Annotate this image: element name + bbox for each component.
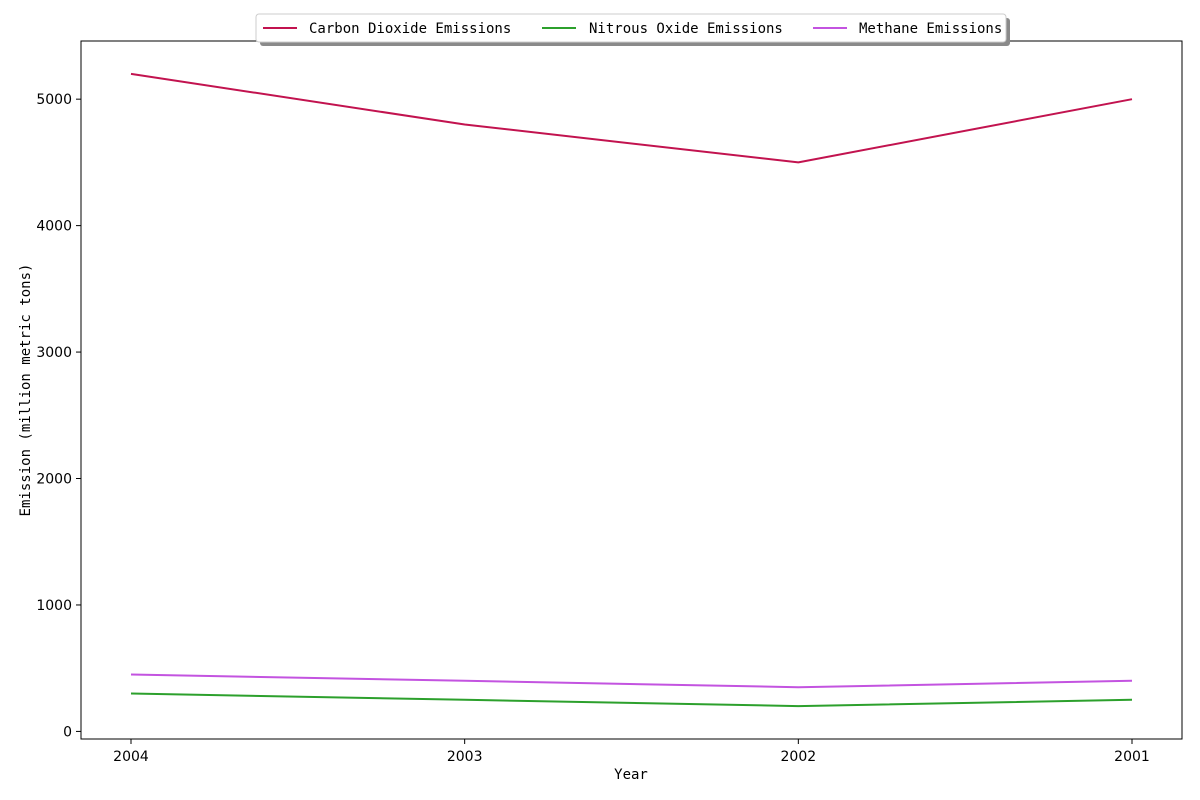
x-tick-label: 2003 <box>447 749 483 765</box>
plot-area-frame <box>80 40 1183 740</box>
y-tick-label: 5000 <box>36 92 72 108</box>
legend: Carbon Dioxide Emissions Nitrous Oxide E… <box>255 13 1010 46</box>
x-tick-label: 2001 <box>1114 749 1150 765</box>
series-line-nitrous-oxide <box>130 692 1133 708</box>
x-tick-label: 2002 <box>781 749 817 765</box>
legend-label-carbon-dioxide: Carbon Dioxide Emissions <box>309 21 511 37</box>
series-line-methane <box>130 673 1133 689</box>
legend-label-methane: Methane Emissions <box>859 21 1002 37</box>
x-axis-ticks: 2004 2003 2002 2001 <box>113 739 1150 765</box>
series-line-carbon-dioxide <box>130 72 1133 164</box>
x-axis-title: Year <box>614 767 648 783</box>
y-tick-label: 4000 <box>36 219 72 235</box>
series-lines <box>130 72 1133 708</box>
x-tick-label: 2004 <box>113 749 149 765</box>
y-tick-label: 2000 <box>36 472 72 488</box>
y-tick-label: 0 <box>63 724 72 740</box>
y-axis-title: Emission (million metric tons) <box>18 264 34 517</box>
y-axis-ticks: 0 1000 2000 3000 4000 5000 <box>36 92 81 740</box>
y-tick-label: 3000 <box>36 345 72 361</box>
y-tick-label: 1000 <box>36 598 72 614</box>
legend-box <box>255 13 1007 43</box>
legend-label-nitrous-oxide: Nitrous Oxide Emissions <box>589 21 783 37</box>
